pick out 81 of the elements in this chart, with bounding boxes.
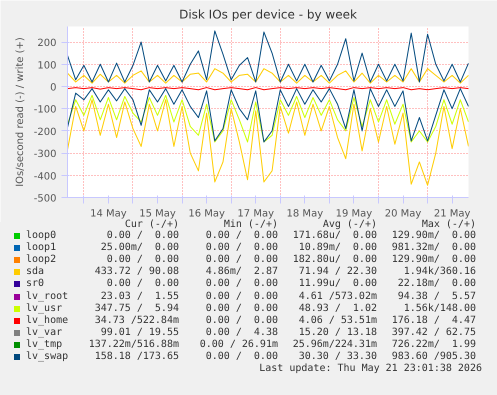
text: 22.18m/ 0.00 <box>398 278 476 290</box>
chart-title: Disk IOs per device - by week <box>179 8 357 22</box>
text: 30.30 / 33.30 <box>298 351 377 363</box>
text: 4.86m/ 2.87 <box>206 266 278 278</box>
text: Avg (-/+) <box>322 219 377 230</box>
x-tick-label: 20 May <box>384 208 422 220</box>
x-tick-label: 19 May <box>336 208 372 220</box>
legend-label: sr0 <box>26 278 44 290</box>
text: 48.93 / 1.02 <box>298 302 377 315</box>
text: 0.00 / 0.00 <box>106 254 179 266</box>
text: 176.18 / 4.47 <box>392 314 476 327</box>
x-tick-label: 15 May <box>139 208 176 220</box>
text: 433.72 / 90.08 <box>94 266 179 278</box>
text: 0.00 / 0.00 <box>206 278 278 290</box>
text: 347.75 / 5.94 <box>94 302 179 315</box>
legend-label: loop2 <box>26 254 56 266</box>
legend-label: lv_home <box>26 314 68 327</box>
x-tick-label: 21 May <box>434 208 471 220</box>
text: 4.61 /573.02m <box>298 290 377 302</box>
text: 23.03 / 1.55 <box>100 290 179 302</box>
y-tick-label: -400 <box>34 171 57 182</box>
text: Max (-/+) <box>422 219 476 230</box>
y-tick-label: 100 <box>37 60 57 72</box>
legend-label: lv_tmp <box>26 338 62 351</box>
text: 71.94 / 22.30 <box>298 266 377 278</box>
x-tick-label: 16 May <box>188 208 225 220</box>
text: 94.38 / 5.57 <box>398 290 476 302</box>
text: 25.96m/224.31m <box>292 338 377 351</box>
text: 397.42 / 62.75 <box>392 326 476 339</box>
text: 25.00m/ 0.00 <box>100 242 179 254</box>
text: 129.90m/ 0.00 <box>392 254 476 266</box>
y-tick-label: 200 <box>37 38 57 50</box>
y-tick-label: -100 <box>34 104 57 116</box>
text: 0.00 / 0.00 <box>106 278 179 290</box>
text: Last update: Thu May 21 23:01:38 2026 <box>259 363 482 376</box>
text: 182.80u/ 0.00 <box>292 254 377 266</box>
text: 137.22m/516.88m <box>88 338 179 351</box>
text: 0.00 / 0.00 <box>206 254 278 266</box>
legend-label: loop1 <box>26 242 56 254</box>
text: 0.00 / 0.00 <box>106 230 179 242</box>
text: Cur (-/+) <box>124 219 179 230</box>
text: 983.60 /905.30 <box>392 351 476 363</box>
text: 0.00 / 0.00 <box>206 302 278 315</box>
text: 0.00 / 0.00 <box>206 314 278 327</box>
legend-label: sda <box>26 266 44 278</box>
text: 981.32m/ 0.00 <box>392 242 476 254</box>
y-tick-label: -300 <box>34 149 57 160</box>
text: 129.90m/ 0.00 <box>392 230 476 242</box>
text: 0.00 / 4.38 <box>206 326 278 339</box>
text: 0.00 / 0.00 <box>206 290 278 302</box>
text: 0.00 / 26.91m <box>200 338 278 351</box>
x-tick-label: 14 May <box>90 208 127 220</box>
text: 0.00 / 0.00 <box>206 230 278 242</box>
text: 99.01 / 19.55 <box>100 326 179 339</box>
text: 0.00 / 0.00 <box>206 351 278 363</box>
legend-label: lv_swap <box>26 351 68 363</box>
text: Min (-/+) <box>224 219 278 230</box>
text: 1.56k/148.00 <box>404 302 476 315</box>
legend-label: loop0 <box>26 230 56 242</box>
y-tick-label: -200 <box>34 126 57 138</box>
text: 10.89m/ 0.00 <box>298 242 377 254</box>
x-tick-label: 17 May <box>237 208 274 220</box>
legend-label: lv_usr <box>26 302 62 315</box>
text: 0.00 / 0.00 <box>206 242 278 254</box>
line-series <box>68 30 468 83</box>
text: 158.18 /173.65 <box>94 351 179 363</box>
text: 171.68u/ 0.00 <box>292 230 377 242</box>
legend-label: lv_root <box>26 290 68 302</box>
legend-label: lv_var <box>26 326 62 339</box>
line-series <box>68 99 468 186</box>
x-tick-label: 18 May <box>286 208 324 220</box>
text: 4.06 / 53.51m <box>298 314 377 327</box>
text: 15.20 / 13.18 <box>298 326 377 339</box>
text: 726.22m/ 1.99 <box>392 338 476 351</box>
y-tick-label: 0 <box>50 82 57 94</box>
text: 11.99u/ 0.00 <box>298 278 377 290</box>
y-tick-label: -500 <box>34 194 57 204</box>
text: 1.94k/360.16 <box>404 266 476 278</box>
line-series <box>68 68 468 84</box>
text: 34.73 /522.84m <box>94 314 179 327</box>
y-axis-title: IOs/second read (-) / write (+) <box>14 37 26 187</box>
